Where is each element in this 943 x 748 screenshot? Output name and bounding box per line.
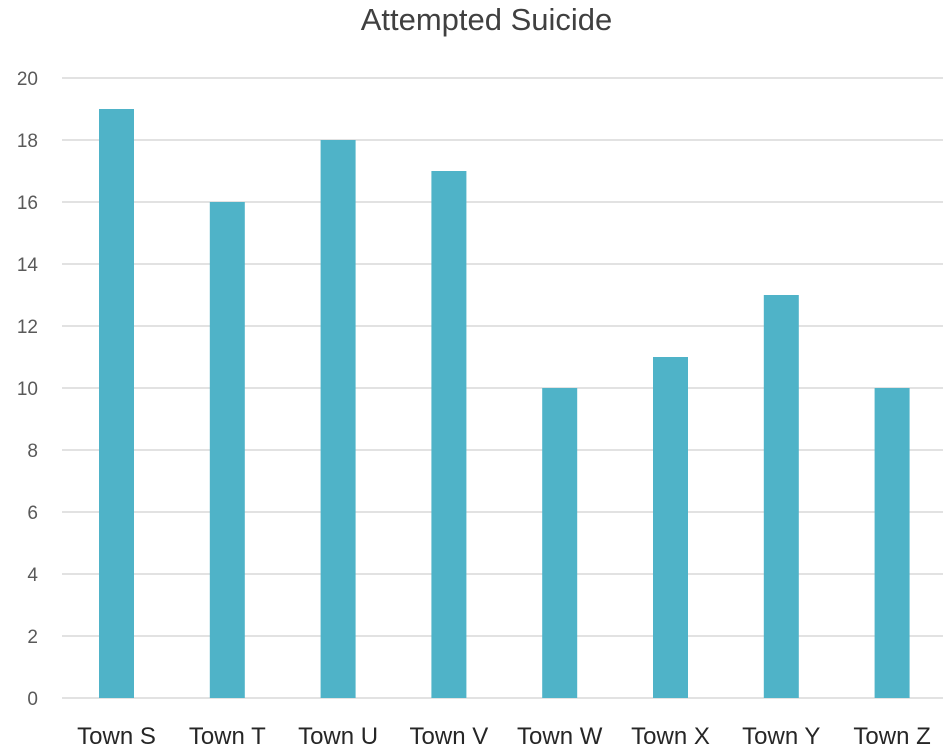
y-tick-label: 18 [17, 131, 38, 152]
x-category-label: Town Y [742, 723, 820, 748]
x-axis-labels: Town S Town T Town U Town V Town W Town X Town… [77, 723, 931, 748]
bar-town-w [542, 388, 578, 698]
y-tick-label: 8 [27, 441, 38, 462]
y-tick-label: 14 [17, 255, 39, 276]
bar-town-z [874, 388, 910, 698]
x-category-label: Town X [631, 723, 710, 748]
bar-town-y [763, 295, 799, 698]
bar-town-u [320, 140, 356, 698]
bar-town-v [431, 171, 467, 698]
y-tick-label: 4 [27, 565, 38, 586]
y-tick-label: 0 [27, 689, 38, 710]
y-tick-label: 6 [27, 503, 38, 524]
bar-town-t [209, 202, 245, 698]
bars [99, 109, 910, 698]
y-tick-label: 16 [17, 193, 38, 214]
gridlines [62, 77, 943, 699]
bar-town-x [653, 357, 688, 698]
x-category-label: Town Z [853, 723, 930, 748]
x-category-label: Town W [517, 723, 603, 748]
x-category-label: Town U [298, 723, 378, 748]
y-axis-ticks: 0 2 4 6 8 10 12 14 16 18 20 [17, 69, 39, 710]
y-tick-label: 2 [27, 627, 38, 648]
x-category-label: Town T [189, 723, 266, 748]
x-category-label: Town S [77, 723, 156, 748]
y-tick-label: 20 [17, 69, 38, 90]
x-category-label: Town V [410, 723, 489, 748]
y-tick-label: 12 [17, 317, 38, 338]
y-tick-label: 10 [17, 379, 38, 400]
chart-title: Attempted Suicide [360, 2, 613, 37]
bar-town-s [99, 109, 134, 698]
